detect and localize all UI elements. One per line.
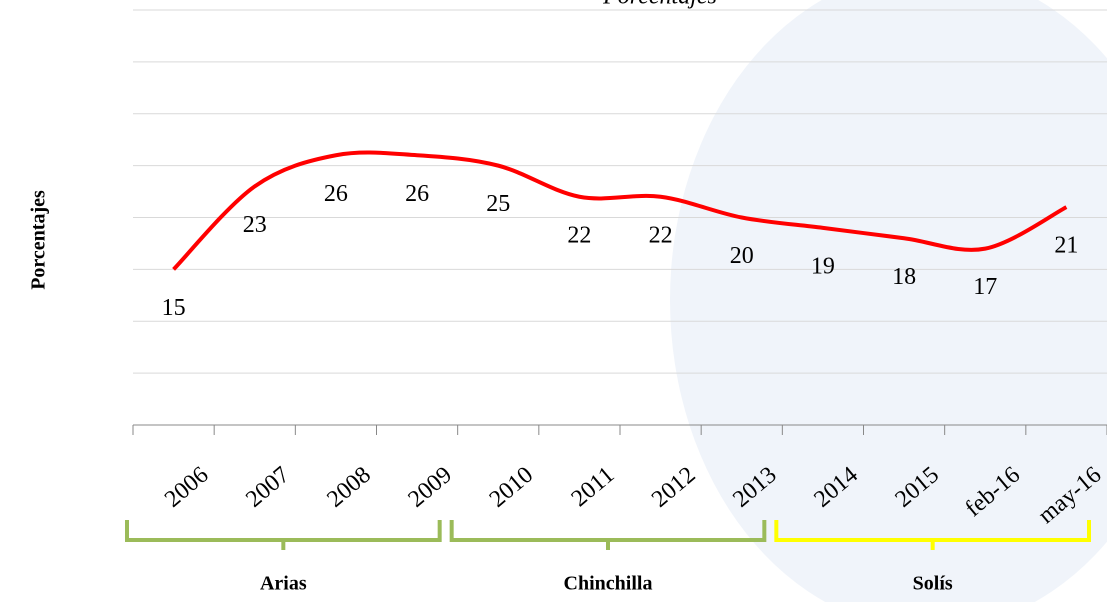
group-label: Arias <box>260 573 307 595</box>
x-tick-label: 2009 <box>404 462 457 513</box>
group-bracket <box>449 520 767 550</box>
data-label: 26 <box>324 181 348 207</box>
group-bracket <box>774 520 1091 550</box>
data-label: 19 <box>811 253 835 279</box>
data-label: 15 <box>162 295 186 321</box>
x-tick-label: 2006 <box>160 462 213 513</box>
data-label: 26 <box>405 181 429 207</box>
data-label: 17 <box>973 274 997 300</box>
data-label: 18 <box>892 264 916 290</box>
data-label: 22 <box>567 222 591 248</box>
y-axis-label: Porcentajes <box>28 190 50 290</box>
group-bracket <box>125 520 442 550</box>
x-tick-label: 2011 <box>567 462 620 512</box>
x-tick-label: 2007 <box>241 462 294 513</box>
x-tick-label: 2012 <box>647 462 700 513</box>
background-globe <box>670 0 1107 602</box>
x-tick-label: 2010 <box>485 462 538 513</box>
data-label: 21 <box>1054 233 1078 259</box>
group-label: Chinchilla <box>564 573 653 595</box>
data-label: 22 <box>649 222 673 248</box>
data-label: 20 <box>730 243 754 269</box>
chart-title: Porcentajes <box>602 0 717 10</box>
group-label: Solís <box>913 573 953 595</box>
data-label: 25 <box>486 191 510 217</box>
data-label: 23 <box>243 212 267 238</box>
x-tick-label: 2008 <box>322 462 375 513</box>
data-line <box>172 150 1068 271</box>
